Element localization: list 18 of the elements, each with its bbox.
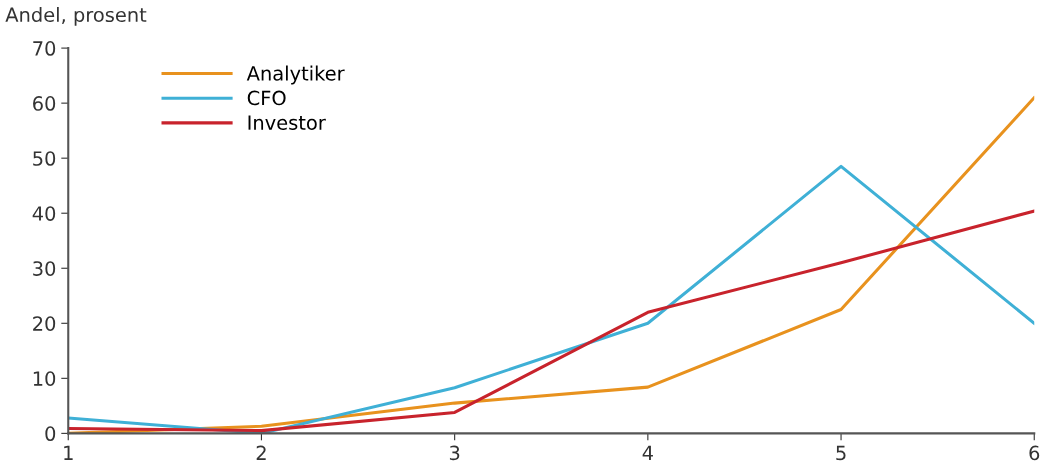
legend-label: CFO	[247, 90, 286, 106]
legend-label: Analytiker	[246, 65, 345, 85]
y-tick-label: 70	[33, 41, 56, 56]
y-tick-label: 50	[33, 151, 56, 166]
y-axis-title: Andel, prosent	[5, 7, 147, 26]
x-tick-label: 5	[836, 445, 846, 461]
x-tick-label: 6	[1029, 445, 1040, 461]
x-tick-label: 1	[64, 445, 73, 460]
legend-label: Investor	[248, 115, 326, 130]
y-tick-label: 20	[33, 316, 56, 331]
y-tick-label: 60	[33, 96, 56, 111]
x-tick-label: 2	[256, 445, 266, 460]
x-tick-label: 3	[449, 445, 460, 461]
y-tick-label: 40	[32, 206, 56, 221]
y-tick-label: 0	[45, 426, 56, 442]
y-tick-label: 30	[33, 261, 56, 276]
y-tick-label: 10	[33, 371, 56, 386]
x-tick-label: 4	[642, 445, 653, 460]
